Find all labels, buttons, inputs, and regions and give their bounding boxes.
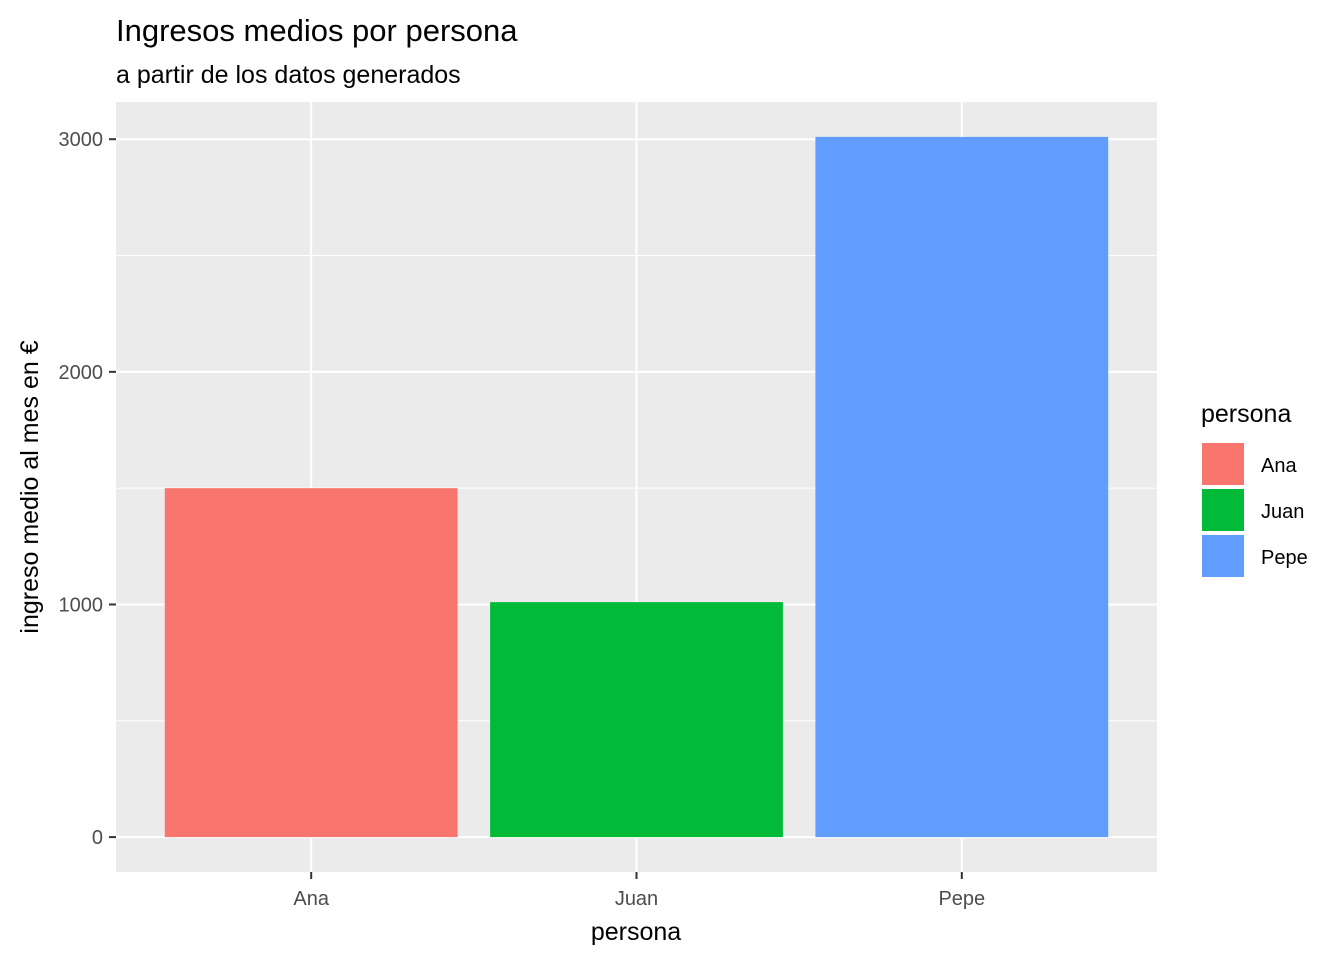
y-tick-label: 2000: [59, 362, 104, 384]
legend-label: Pepe: [1261, 547, 1308, 569]
chart-subtitle: a partir de los datos generados: [116, 61, 461, 89]
legend-title: persona: [1201, 400, 1291, 428]
y-tick-label: 3000: [59, 129, 104, 151]
legend-swatch-juan: [1200, 487, 1246, 533]
chart-title: Ingresos medios por persona: [116, 13, 518, 48]
legend-label: Ana: [1261, 455, 1297, 477]
bar-juan: [490, 602, 783, 838]
legend-swatch-pepe: [1200, 533, 1246, 579]
y-axis: 0 1000 2000 3000: [59, 129, 116, 849]
legend: persona Ana Juan Pepe: [1200, 400, 1308, 579]
x-tick-label: Juan: [615, 888, 658, 910]
bar-ana: [164, 488, 458, 838]
y-tick-label: 0: [92, 827, 103, 849]
x-tick-label: Ana: [293, 888, 329, 910]
x-tick-label: Pepe: [938, 888, 985, 910]
y-axis-title: ingreso medio al mes en €: [16, 340, 44, 633]
bar-pepe: [815, 136, 1109, 838]
legend-label: Juan: [1261, 501, 1304, 523]
bars: [164, 136, 1109, 838]
legend-swatch-ana: [1200, 441, 1246, 487]
y-tick-label: 1000: [59, 594, 104, 616]
x-axis: Ana Juan Pepe: [293, 872, 985, 910]
x-axis-title: persona: [591, 918, 681, 946]
